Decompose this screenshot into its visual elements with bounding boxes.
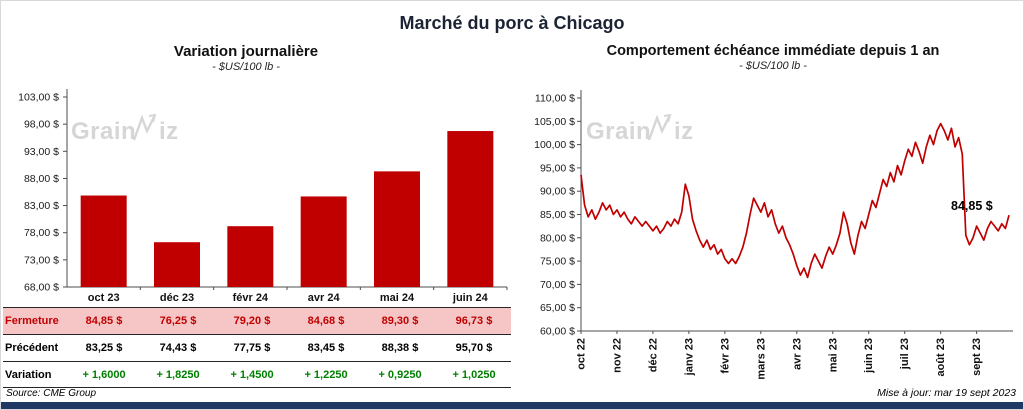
row-label: Fermeture [5,315,59,327]
watermark-zigzag-icon [647,114,672,141]
table-cell: 76,25 $ [159,315,197,327]
x-month-label: févr 23 [719,338,731,373]
table-cell: 74,43 $ [159,342,197,354]
bar [227,226,274,287]
bar [80,195,127,287]
line-chart-header: Comportement échéance immédiate depuis 1… [523,43,1023,72]
x-month-label: sept 23 [971,338,983,376]
x-category-label: déc 23 [160,292,194,304]
table-cell: + 1,8250 [156,368,200,381]
y-tick-label: 100,00 $ [534,139,575,151]
x-month-label: avr 23 [791,338,803,370]
source-note: Source: CME Group [6,388,97,399]
x-category-label: oct 23 [88,292,120,304]
x-category-label: juin 24 [452,292,489,304]
table-cell: 79,20 $ [233,315,271,327]
x-month-label: oct 22 [576,338,588,370]
table-cell: + 0,9250 [378,368,422,381]
x-month-label: déc 22 [647,338,659,372]
table-cell: 84,85 $ [85,315,123,327]
bar-chart-title: Variation journalière [173,43,319,60]
x-category-label: févr 24 [233,292,269,304]
y-tick-label: 110,00 $ [535,93,575,105]
watermark-text-prefix: Grain [586,118,651,145]
x-month-label: nov 22 [611,338,623,373]
x-month-label: mars 23 [755,338,767,380]
update-note: Mise à jour: mar 19 sept 2023 [877,387,1016,399]
bar [300,196,347,287]
table-cell: 83,45 $ [307,342,345,354]
watermark-text-prefix: Grain [71,118,136,145]
y-tick-label: 90,00 $ [540,186,575,198]
y-tick-label: 80,00 $ [540,232,575,244]
table-cell: 83,25 $ [85,342,123,354]
y-tick-label: 95,00 $ [540,162,575,174]
bottom-bar [1,402,1023,409]
table-row-2: Variation + 1,6000 + 1,8250 + 1,4500 + 1,225… [3,361,511,388]
y-tick-label: 78,00 $ [24,227,59,239]
x-month-label: juin 23 [863,338,875,374]
bar-chart-header: Variation journalière - $US/100 lb - [1,43,491,73]
y-tick-label: 60,00 $ [540,326,575,338]
y-tick-label: 98,00 $ [24,119,59,131]
table-cell: 77,75 $ [233,342,271,354]
y-tick-label: 103,00 $ [18,92,59,104]
table-row-0: Fermeture 84,85 $ 76,25 $ 79,20 $ 84,68 $ 89,… [3,307,511,334]
table-cell: + 1,2250 [304,368,348,381]
y-tick-label: 83,00 $ [24,200,59,212]
table-cell: 96,73 $ [455,315,493,327]
page-title: Marché du porc à Chicago [399,13,625,33]
bar [447,131,494,287]
y-tick-label: 105,00 $ [534,116,575,128]
x-category-label: mai 24 [380,292,415,304]
x-month-label: mai 23 [827,338,839,372]
watermark-text-suffix: iz [674,118,694,145]
bar-chart: 68,00 $ 73,00 $ 78,00 $ 83,00 $ 88,00 $ 93,00… [18,89,508,304]
watermark-arrow-icon [663,113,672,123]
table-row-1: Précédent 83,25 $ 74,43 $ 77,75 $ 83,45 $ 88,… [3,334,511,361]
table-cell: 89,30 $ [381,315,419,327]
line-chart: 60,00 $ 65,00 $ 70,00 $ 75,00 $ 80,00 $ 85,00… [534,90,1013,380]
y-tick-label: 85,00 $ [540,209,575,221]
table-cell: 95,70 $ [455,342,493,354]
line-chart-title: Comportement échéance immédiate depuis 1… [606,43,940,59]
y-tick-label: 65,00 $ [540,302,575,314]
grainwiz-watermark: Grain iz [71,113,179,145]
watermark-zigzag-icon [132,114,157,141]
x-month-label: janv 23 [683,338,695,376]
y-tick-label: 75,00 $ [540,256,575,268]
y-tick-label: 68,00 $ [24,282,59,294]
y-tick-label: 93,00 $ [24,146,59,158]
table-cell: + 1,4500 [230,368,274,381]
bar [374,171,420,287]
y-tick-label: 70,00 $ [540,279,575,291]
table-cell: + 1,0250 [452,368,496,381]
row-label: Variation [5,368,52,381]
price-line [580,122,1010,279]
line-chart-subtitle: - $US/100 lb - [739,60,807,72]
row-label: Précédent [5,342,59,354]
table-cell: + 1,6000 [82,368,126,381]
x-month-label: juil 23 [899,338,911,370]
bar [154,242,200,287]
watermark-text-suffix: iz [159,118,179,145]
table-cell: 88,38 $ [381,342,419,354]
last-price-annotation: 84,85 $ [951,199,993,213]
watermark-arrow-icon [148,113,157,123]
summary-table: Fermeture 84,85 $ 76,25 $ 79,20 $ 84,68 $ 89,… [3,307,511,388]
x-category-label: avr 24 [308,292,341,304]
y-tick-label: 73,00 $ [24,254,59,266]
x-month-label: août 23 [935,338,947,377]
grainwiz-watermark: Grain iz [586,113,694,145]
bar-chart-subtitle: - $US/100 lb - [212,61,280,73]
table-cell: 84,68 $ [307,315,345,327]
y-tick-label: 88,00 $ [24,173,59,185]
